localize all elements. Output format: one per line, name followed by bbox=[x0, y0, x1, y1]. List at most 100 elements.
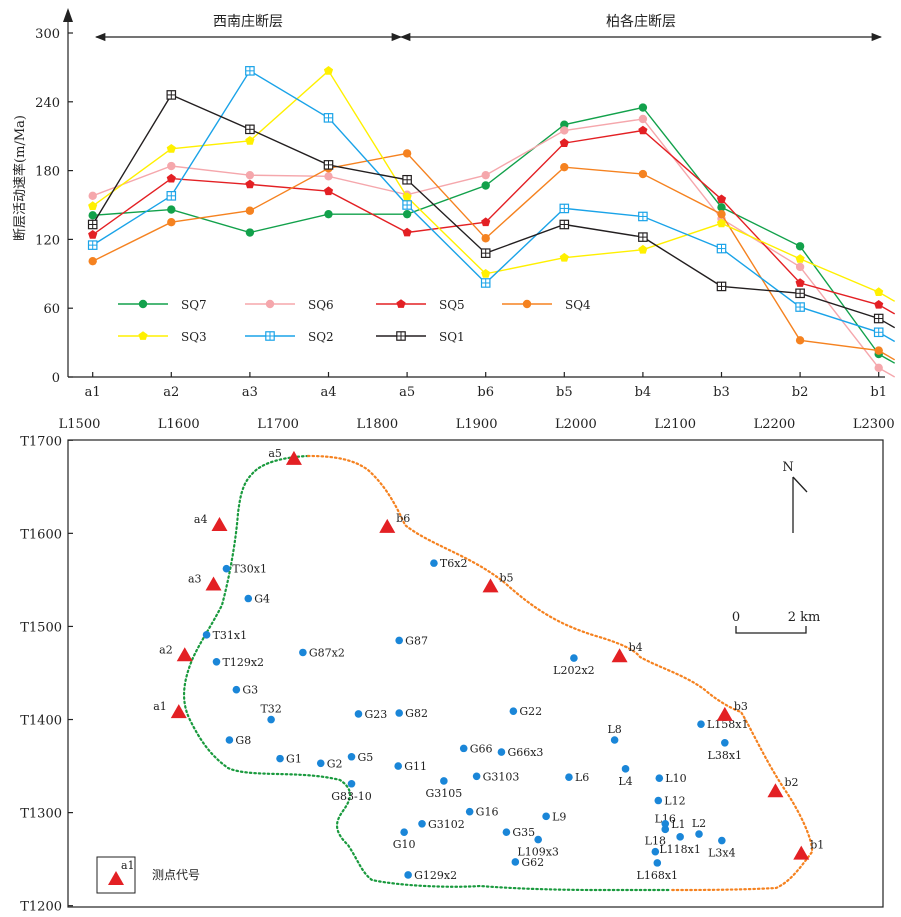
well-g16: G16 bbox=[465, 806, 499, 819]
data-point bbox=[167, 161, 176, 171]
data-point bbox=[481, 170, 490, 180]
well-dot-icon bbox=[202, 631, 211, 639]
measure-point-a1: a1 bbox=[153, 700, 187, 719]
data-point bbox=[245, 228, 255, 237]
legend-label: SQ5 bbox=[439, 298, 465, 312]
well-dot-icon bbox=[718, 836, 726, 845]
well-l168x1: L168x1 bbox=[637, 859, 678, 882]
series-line bbox=[92, 118, 896, 378]
data-point bbox=[245, 124, 255, 135]
map-y-tick-label: T1700 bbox=[20, 434, 62, 449]
measure-point-label: a4 bbox=[194, 513, 208, 526]
map-y-tick-label: T1400 bbox=[20, 714, 62, 729]
map-y-tick-label: T1300 bbox=[20, 807, 62, 822]
y-tick-label: 120 bbox=[35, 233, 60, 248]
well-dot-icon bbox=[347, 752, 356, 761]
north-arrow: N bbox=[782, 460, 808, 533]
well-g82: G82 bbox=[395, 707, 428, 720]
well-label: G3 bbox=[242, 684, 258, 697]
well-dot-icon bbox=[394, 762, 402, 770]
well-label: G66x3 bbox=[507, 746, 543, 759]
well-dot-icon bbox=[695, 830, 703, 838]
well-g3105: G3105 bbox=[425, 777, 462, 800]
data-point bbox=[560, 162, 569, 172]
y-axis-label: 断层活动速率(m/Ma) bbox=[12, 115, 28, 241]
well-label: L158x1 bbox=[707, 718, 749, 731]
data-point bbox=[559, 203, 570, 214]
well-dot-icon bbox=[542, 812, 550, 821]
legend-symbol-label: a1 bbox=[121, 859, 135, 872]
well-label: G3105 bbox=[425, 787, 462, 800]
well-label: G66 bbox=[470, 742, 493, 755]
well-g8: G8 bbox=[225, 734, 251, 747]
well-g129x2: G129x2 bbox=[404, 869, 457, 882]
data-point bbox=[874, 300, 884, 309]
fault-outline-west bbox=[182, 454, 672, 892]
well-dot-icon bbox=[212, 658, 221, 666]
well-l202x2: L202x2 bbox=[553, 654, 595, 677]
data-point bbox=[795, 262, 805, 272]
legend-item-sq3: SQ3 bbox=[118, 330, 207, 344]
map-y-tick-label: T1200 bbox=[20, 900, 62, 915]
x-tick-label: b6 bbox=[477, 385, 494, 400]
measure-point-b2: b2 bbox=[767, 776, 798, 798]
map-x-tick-label: L1500 bbox=[59, 417, 101, 432]
well-l6: L6 bbox=[565, 771, 589, 784]
data-point bbox=[559, 252, 569, 262]
triangle-icon bbox=[716, 706, 733, 721]
data-point bbox=[874, 363, 883, 373]
data-point bbox=[88, 211, 97, 220]
data-point bbox=[88, 201, 98, 210]
series-sq2 bbox=[87, 66, 896, 343]
well-g87: G87 bbox=[395, 634, 428, 647]
measure-point-b4: b4 bbox=[611, 641, 643, 663]
well-dot-icon bbox=[395, 636, 403, 645]
legend-marker bbox=[396, 331, 406, 341]
map-x-tick-label: L1600 bbox=[158, 417, 200, 432]
well-g23: G23 bbox=[354, 708, 387, 721]
triangle-icon bbox=[285, 450, 302, 465]
map-y-tick-label: T1500 bbox=[20, 620, 62, 635]
data-point bbox=[795, 288, 805, 299]
legend-label: SQ7 bbox=[181, 298, 207, 312]
map-x-tick-label: L2100 bbox=[654, 417, 696, 432]
data-point bbox=[874, 287, 884, 296]
scale-zero-label: 0 bbox=[732, 610, 740, 625]
well-dot-icon bbox=[225, 736, 234, 744]
data-point bbox=[795, 336, 805, 345]
data-point bbox=[402, 149, 412, 158]
well-dot-icon bbox=[440, 777, 448, 785]
region-label-east: 柏各庄断层 bbox=[606, 13, 676, 30]
well-g62: G62 bbox=[511, 856, 544, 869]
scale-length-label: 2 km bbox=[788, 610, 821, 625]
well-l1: L1 bbox=[661, 818, 686, 831]
data-point bbox=[245, 170, 255, 180]
well-g2: G2 bbox=[316, 757, 343, 770]
data-point bbox=[245, 66, 255, 76]
data-point bbox=[481, 269, 491, 278]
well-t32: T32 bbox=[260, 703, 282, 724]
well-label: L10 bbox=[665, 772, 686, 785]
series-sq4 bbox=[88, 149, 896, 361]
well-dot-icon bbox=[347, 779, 356, 788]
well-dot-icon bbox=[511, 858, 520, 866]
well-label: L6 bbox=[575, 771, 589, 784]
well-g66: G66 bbox=[459, 742, 493, 755]
well-g3102: G3102 bbox=[418, 818, 465, 831]
data-point bbox=[795, 242, 805, 251]
measure-point-a5: a5 bbox=[268, 447, 302, 465]
well-label: G16 bbox=[476, 806, 499, 819]
well-label: G8 bbox=[235, 734, 251, 747]
series-line bbox=[92, 69, 896, 343]
location-map: L1500 L1600 L1700 L1800 L1900 L2000 L2100 L2200… bbox=[20, 417, 894, 915]
legend-label: SQ1 bbox=[439, 330, 465, 344]
x-tick-label: b3 bbox=[713, 385, 730, 400]
well-label: G2 bbox=[327, 757, 343, 770]
map-x-tick-label: L1900 bbox=[456, 417, 498, 432]
well-l18: L18 bbox=[645, 835, 666, 856]
data-point bbox=[559, 138, 569, 147]
well-label: L9 bbox=[552, 810, 566, 823]
series-line bbox=[92, 152, 896, 361]
legend-label: SQ6 bbox=[308, 298, 334, 312]
well-label: L16 bbox=[655, 812, 676, 825]
